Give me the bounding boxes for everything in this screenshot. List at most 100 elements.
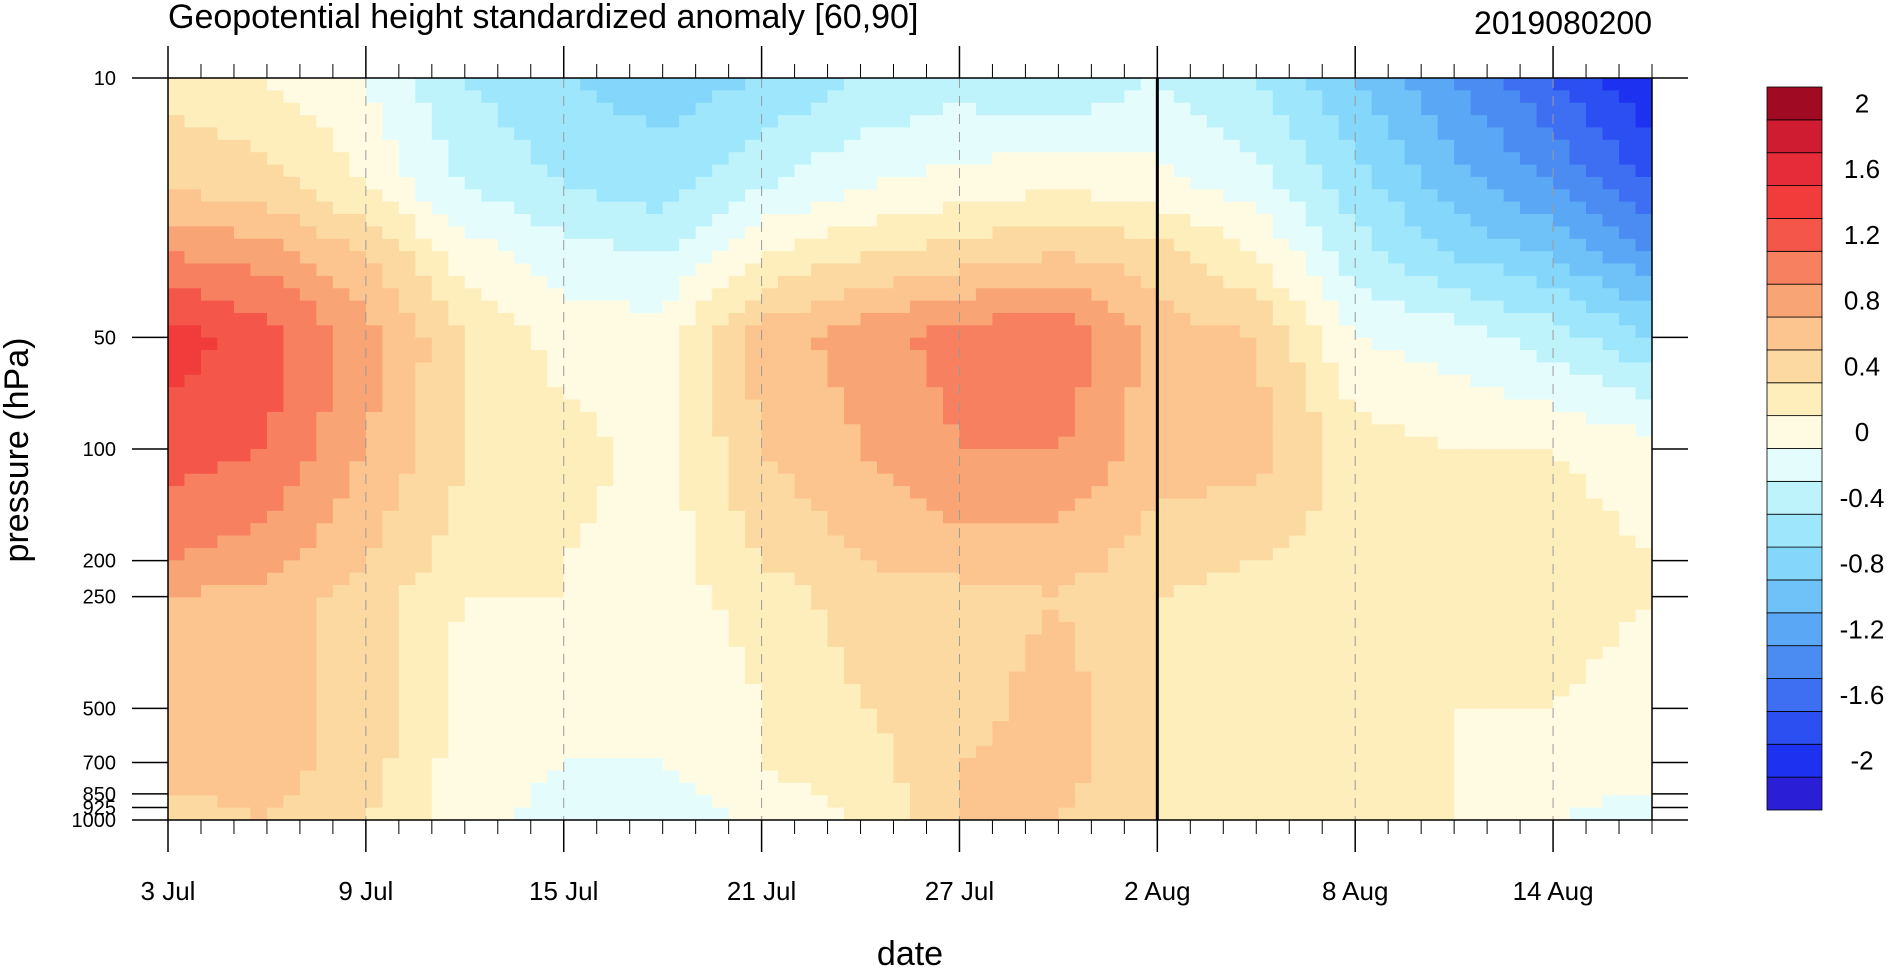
- anomaly-cell: [398, 646, 416, 660]
- anomaly-cell: [217, 176, 235, 190]
- anomaly-cell: [200, 634, 219, 648]
- anomaly-cell: [1256, 362, 1274, 376]
- anomaly-cell: [1371, 263, 1389, 277]
- anomaly-cell: [365, 90, 383, 104]
- anomaly-cell: [448, 535, 466, 549]
- anomaly-cell: [250, 78, 268, 91]
- anomaly-cell: [233, 708, 252, 722]
- anomaly-cell: [316, 721, 334, 735]
- anomaly-cell: [365, 597, 383, 611]
- anomaly-cell: [1404, 189, 1422, 203]
- anomaly-cell: [1124, 201, 1142, 215]
- anomaly-cell: [283, 374, 301, 388]
- anomaly-cell: [1091, 770, 1109, 784]
- anomaly-cell: [365, 535, 383, 549]
- anomaly-cell: [975, 646, 994, 660]
- anomaly-cell: [910, 572, 928, 586]
- anomaly-cell: [1454, 770, 1472, 784]
- anomaly-cell: [1091, 498, 1109, 512]
- anomaly-cell: [382, 721, 400, 735]
- anomaly-cell: [728, 176, 746, 190]
- anomaly-cell: [547, 374, 565, 388]
- anomaly-cell: [1421, 189, 1439, 203]
- anomaly-cell: [431, 585, 449, 598]
- anomaly-cell: [497, 189, 515, 203]
- anomaly-cell: [497, 152, 515, 166]
- anomaly-cell: [1338, 251, 1356, 265]
- anomaly-cell: [1025, 782, 1043, 796]
- anomaly-cell: [365, 659, 383, 673]
- anomaly-cell: [481, 745, 499, 759]
- anomaly-cell: [1404, 572, 1422, 586]
- anomaly-cell: [959, 189, 977, 203]
- anomaly-cell: [811, 152, 829, 166]
- anomaly-cell: [992, 498, 1010, 512]
- anomaly-cell: [1289, 535, 1307, 549]
- anomaly-cell: [827, 102, 845, 116]
- anomaly-cell: [613, 288, 631, 302]
- anomaly-cell: [530, 251, 548, 265]
- anomaly-cell: [250, 350, 268, 364]
- anomaly-cell: [497, 300, 515, 314]
- anomaly-cell: [926, 275, 944, 289]
- anomaly-cell: [1305, 770, 1323, 784]
- anomaly-cell: [1536, 226, 1554, 240]
- anomaly-cell: [877, 473, 895, 487]
- anomaly-cell: [1058, 263, 1076, 277]
- anomaly-cell: [1437, 164, 1455, 178]
- anomaly-cell: [448, 622, 466, 636]
- anomaly-cell: [1289, 671, 1307, 685]
- anomaly-cell: [497, 164, 515, 178]
- anomaly-cell: [613, 634, 631, 648]
- anomaly-cell: [349, 523, 367, 537]
- anomaly-cell: [431, 535, 449, 549]
- anomaly-cell: [728, 312, 746, 326]
- anomaly-cell: [893, 721, 911, 735]
- anomaly-cell: [1536, 251, 1554, 265]
- anomaly-cell: [1157, 523, 1175, 537]
- anomaly-cell: [1107, 238, 1125, 252]
- anomaly-cell: [745, 486, 763, 500]
- anomaly-cell: [1404, 176, 1422, 190]
- anomaly-cell: [1107, 473, 1125, 487]
- anomaly-cell: [250, 127, 268, 141]
- anomaly-cell: [1025, 758, 1043, 772]
- anomaly-cell: [481, 362, 499, 376]
- anomaly-cell: [1338, 560, 1356, 574]
- anomaly-cell: [448, 733, 466, 747]
- anomaly-cell: [761, 90, 779, 104]
- anomaly-cell: [530, 486, 548, 500]
- anomaly-cell: [712, 547, 730, 561]
- anomaly-cell: [580, 770, 598, 784]
- anomaly-cell: [811, 795, 829, 809]
- anomaly-cell: [1503, 708, 1521, 722]
- anomaly-cell: [316, 251, 334, 265]
- anomaly-cell: [316, 350, 334, 364]
- anomaly-cell: [1289, 102, 1307, 116]
- anomaly-cell: [382, 449, 400, 462]
- anomaly-cell: [1322, 659, 1340, 673]
- anomaly-cell: [1322, 201, 1340, 215]
- anomaly-cell: [415, 473, 433, 487]
- anomaly-cell: [530, 90, 548, 104]
- anomaly-cell: [596, 733, 614, 747]
- anomaly-cell: [349, 646, 367, 660]
- anomaly-cell: [596, 758, 614, 772]
- anomaly-cell: [266, 498, 285, 512]
- anomaly-cell: [497, 436, 515, 450]
- anomaly-cell: [316, 646, 334, 660]
- anomaly-cell: [794, 609, 812, 623]
- anomaly-cell: [1355, 696, 1373, 710]
- anomaly-cell: [695, 807, 713, 820]
- anomaly-cell: [168, 275, 186, 289]
- anomaly-cell: [299, 523, 317, 537]
- anomaly-cell: [233, 758, 252, 772]
- anomaly-cell: [1041, 461, 1059, 475]
- anomaly-cell: [1008, 436, 1027, 450]
- anomaly-cell: [629, 201, 647, 215]
- anomaly-cell: [662, 387, 680, 401]
- anomaly-cell: [662, 523, 680, 537]
- anomaly-cell: [217, 696, 235, 710]
- anomaly-cell: [184, 696, 202, 710]
- anomaly-cell: [415, 424, 433, 438]
